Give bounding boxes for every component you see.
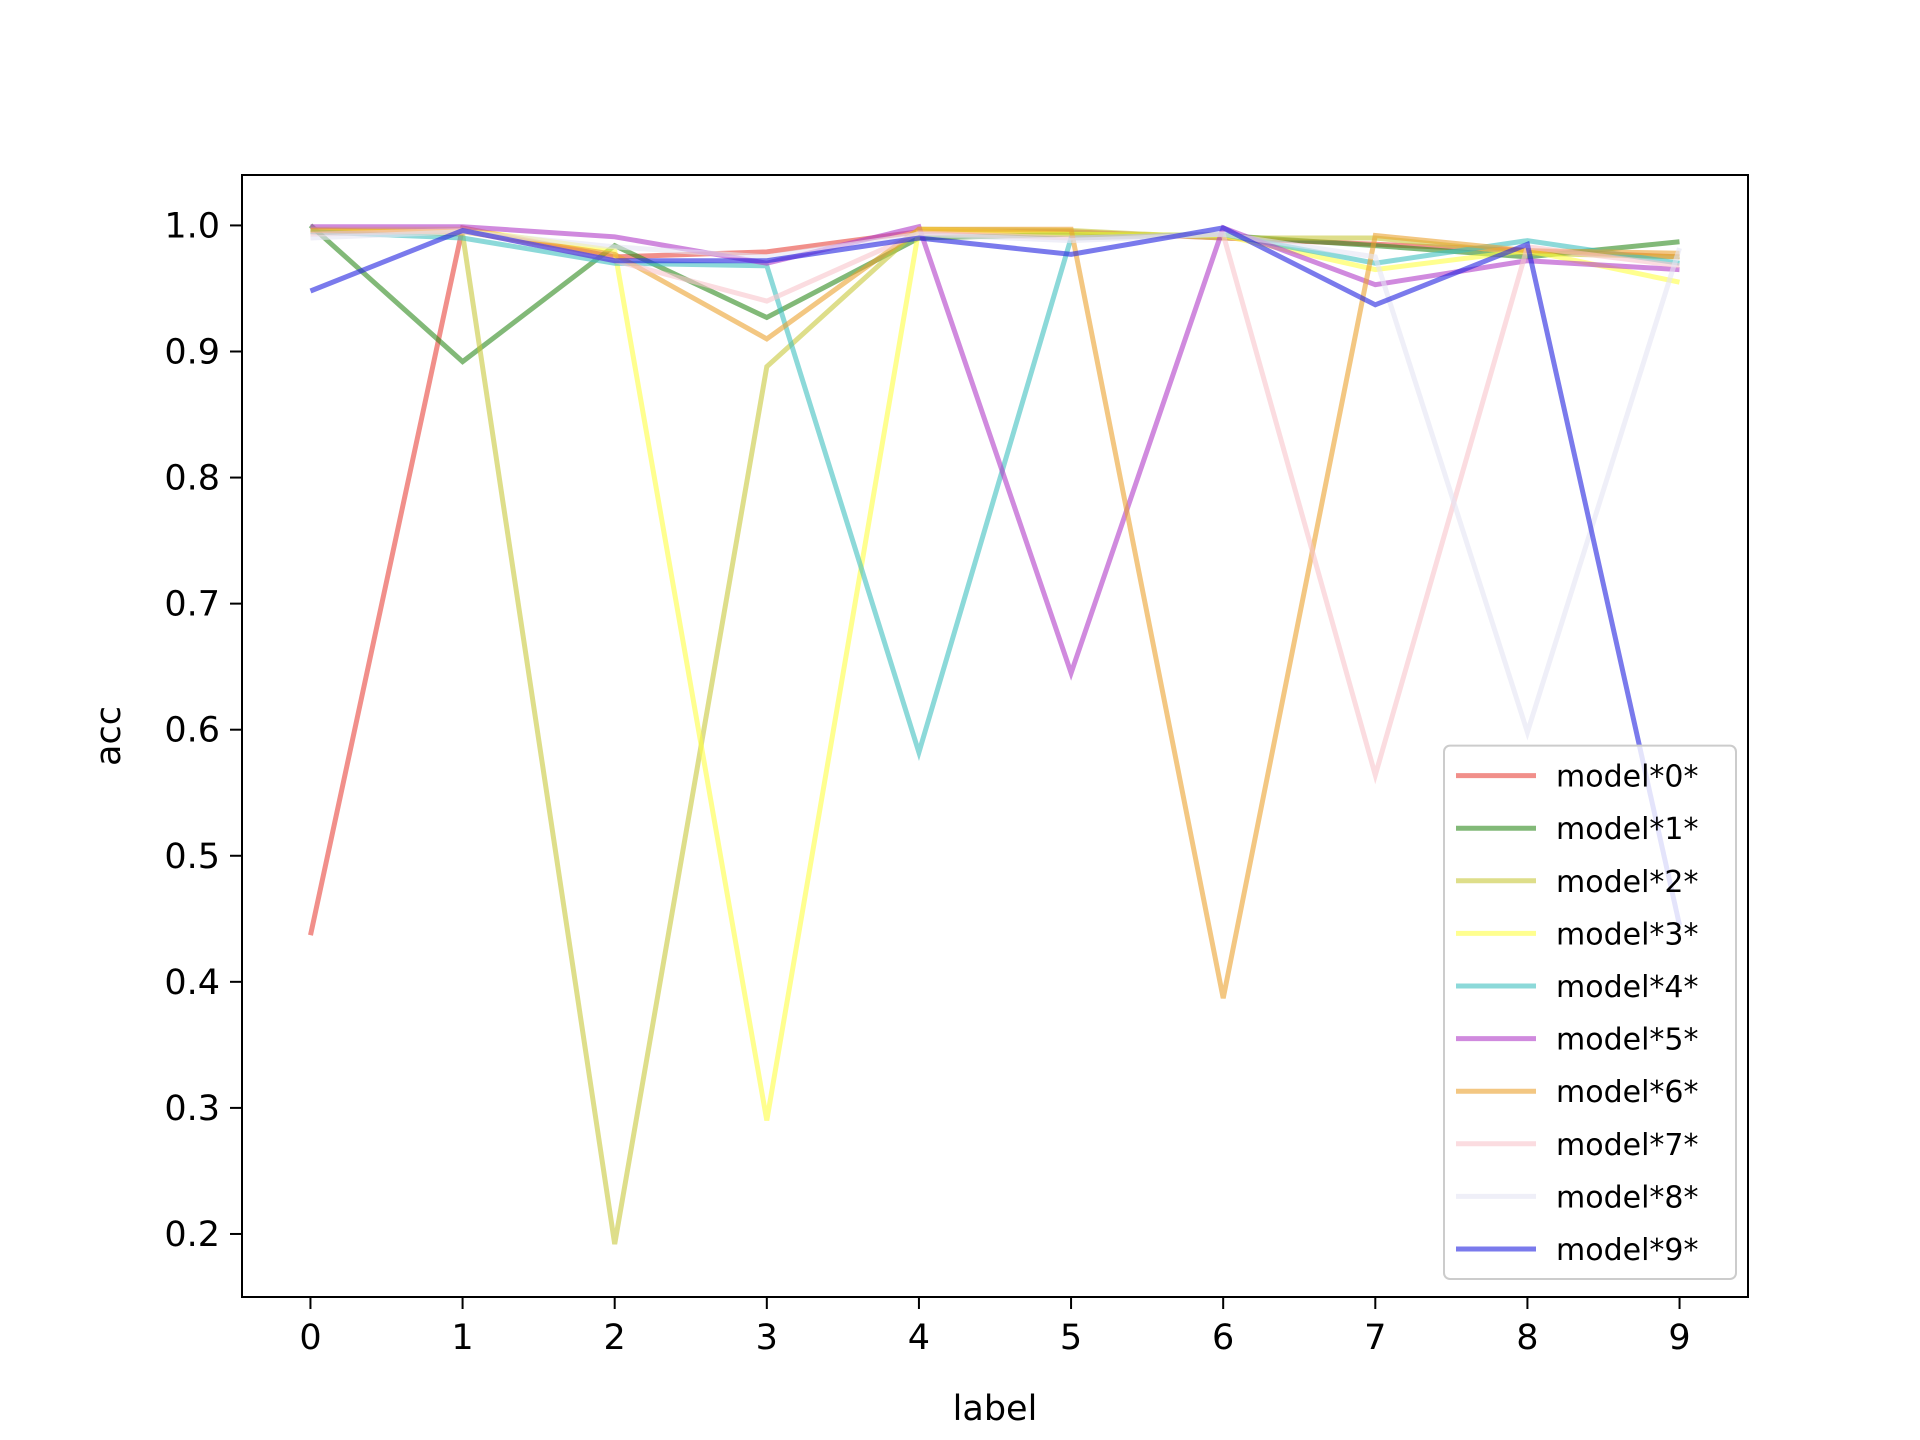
legend-label-model-4: model*4*	[1556, 970, 1699, 1005]
legend-label-model-2: model*2*	[1556, 865, 1699, 900]
x-axis: 0 1 2 3 4 5 6 7 8 9	[299, 1297, 1691, 1358]
x-tick-label: 9	[1668, 1318, 1690, 1358]
series-line-model-4	[310, 229, 1680, 761]
legend-label-model-8: model*8*	[1556, 1180, 1699, 1215]
legend: model*0* model*1* model*2* model*3* model*4*…	[1443, 744, 1737, 1280]
legend-label-model-9: model*9*	[1556, 1233, 1699, 1268]
y-tick-label: 0.3	[164, 1089, 220, 1129]
legend-label-model-1: model*1*	[1556, 812, 1699, 847]
x-tick-label: 7	[1364, 1318, 1386, 1358]
y-tick-label: 0.8	[164, 459, 220, 499]
legend-label-model-7: model*7*	[1556, 1128, 1699, 1163]
x-tick-label: 0	[299, 1318, 321, 1358]
y-axis: 0.2 0.3 0.4 0.5 0.6 0.7 0.8 0.9 1.0	[164, 206, 242, 1255]
x-tick-label: 1	[451, 1318, 473, 1358]
y-tick-label: 0.6	[164, 711, 220, 751]
y-tick-label: 0.4	[164, 963, 220, 1003]
y-axis-label: acc	[89, 706, 129, 766]
x-tick-label: 2	[604, 1318, 626, 1358]
y-tick-label: 0.2	[164, 1215, 220, 1255]
y-tick-label: 1.0	[164, 206, 220, 246]
y-tick-label: 0.7	[164, 585, 220, 625]
x-tick-label: 4	[908, 1318, 930, 1358]
series-line-model-8	[310, 229, 1682, 741]
x-tick-label: 3	[756, 1318, 778, 1358]
plot-frame	[241, 174, 1749, 1298]
series-layer	[308, 223, 1682, 1245]
legend-label-model-0: model*0*	[1556, 760, 1699, 795]
x-tick-label: 5	[1060, 1318, 1082, 1358]
series-line-model-9	[309, 225, 1682, 926]
x-axis-label: label	[953, 1389, 1038, 1429]
legend-label-model-6: model*6*	[1556, 1075, 1699, 1110]
legend-label-model-3: model*3*	[1556, 917, 1699, 952]
y-tick-label: 0.5	[164, 837, 220, 877]
legend-label-model-5: model*5*	[1556, 1023, 1699, 1058]
y-tick-label: 0.9	[164, 332, 220, 372]
x-tick-label: 6	[1212, 1318, 1234, 1358]
x-tick-label: 8	[1516, 1318, 1538, 1358]
series-line-model-6	[310, 226, 1680, 999]
